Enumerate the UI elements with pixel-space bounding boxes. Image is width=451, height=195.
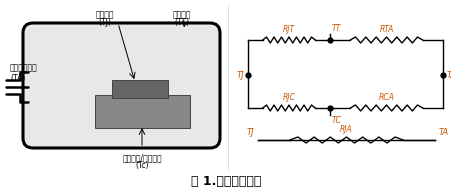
FancyBboxPatch shape [23, 23, 220, 148]
Text: 周围空气温度: 周围空气温度 [10, 64, 38, 73]
Text: (TA): (TA) [10, 74, 25, 82]
Text: 壳顶温度: 壳顶温度 [172, 10, 191, 19]
Text: (TT): (TT) [174, 18, 189, 27]
Text: (TJ): (TJ) [98, 18, 111, 27]
Text: (Tc): (Tc) [135, 161, 148, 170]
Text: RTA: RTA [378, 25, 393, 34]
Text: TA: TA [446, 71, 451, 80]
Text: TA: TA [438, 128, 448, 137]
Text: RJC: RJC [282, 93, 295, 102]
Bar [112, 80, 168, 98]
Text: TT: TT [331, 24, 341, 33]
Text: 图 1.简化热阻模型: 图 1.简化热阻模型 [190, 175, 261, 188]
Text: 裸露焊盘/外壳温度: 裸露焊盘/外壳温度 [122, 153, 161, 162]
Bar [95, 95, 189, 128]
Text: 结点温度: 结点温度 [96, 10, 114, 19]
Text: RJA: RJA [339, 125, 352, 134]
Text: RJT: RJT [282, 25, 295, 34]
Text: TJ: TJ [246, 128, 253, 137]
Text: TC: TC [331, 116, 341, 125]
Text: RCA: RCA [378, 93, 394, 102]
Text: TJ: TJ [236, 71, 244, 80]
